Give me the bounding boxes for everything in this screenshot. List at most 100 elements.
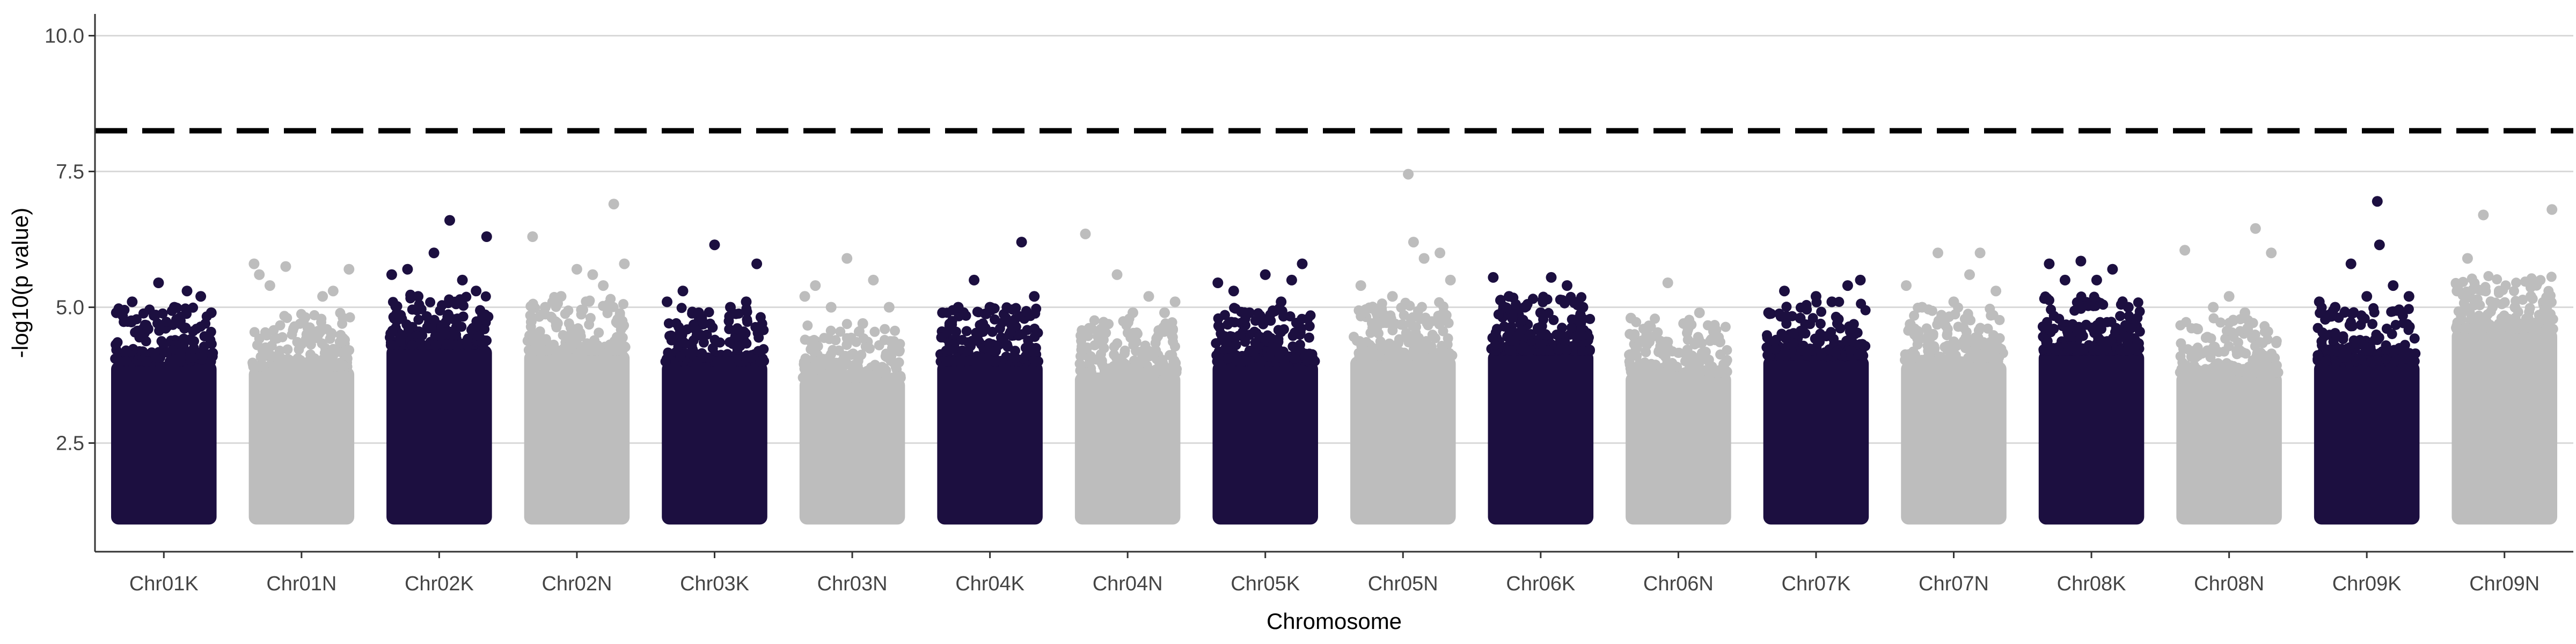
point [1963, 353, 1973, 363]
peak-point [2493, 286, 2505, 297]
peak-point [825, 302, 837, 313]
point [2482, 309, 2493, 320]
point [2371, 333, 2382, 343]
peak-point [2192, 324, 2203, 334]
peak-point [2541, 302, 2552, 313]
point [2202, 345, 2213, 356]
point [1680, 356, 1690, 367]
point [480, 291, 491, 302]
peak-point [1503, 291, 1514, 302]
point [1404, 301, 1415, 311]
point-mass-Chr09N [2451, 329, 2557, 525]
peak-point [2361, 291, 2373, 302]
point [984, 355, 995, 365]
point [848, 348, 859, 359]
point [1557, 323, 1568, 333]
y-axis-title: -log10(p value) [8, 208, 33, 358]
point [466, 325, 477, 335]
point [279, 311, 290, 321]
peak-point [1096, 324, 1107, 334]
point [2076, 291, 2087, 302]
point [2083, 301, 2094, 311]
point [2535, 275, 2546, 286]
point [2367, 319, 2378, 330]
peak-point [1080, 228, 1091, 239]
point [734, 308, 744, 319]
point [1495, 295, 1505, 305]
peak-point [1128, 307, 1138, 318]
point [1844, 334, 1855, 345]
point [1706, 366, 1717, 377]
point [1275, 348, 1285, 358]
point-mass-Chr04K [937, 361, 1043, 525]
point [1960, 343, 1971, 354]
point [869, 326, 880, 337]
point [1505, 335, 1516, 346]
point [1800, 328, 1811, 339]
point [1815, 318, 1826, 329]
point [1084, 323, 1094, 333]
point [885, 354, 896, 365]
point [1443, 333, 1453, 344]
point [300, 312, 311, 323]
point [1722, 355, 1732, 365]
point [2106, 335, 2117, 346]
point [707, 322, 718, 333]
point [1626, 367, 1637, 377]
point [1577, 346, 1588, 356]
point [178, 333, 189, 344]
point [298, 361, 309, 372]
point [526, 316, 537, 327]
peak-point [969, 274, 980, 286]
point [2400, 347, 2411, 357]
point [1119, 345, 1130, 356]
peak-point [386, 269, 397, 280]
point [2081, 319, 2091, 330]
point [830, 335, 841, 346]
point [1833, 314, 1844, 325]
point [2499, 297, 2510, 308]
series-Chr03N [797, 253, 906, 525]
point [2328, 345, 2339, 356]
point-mass-Chr03N [799, 378, 905, 525]
point [141, 356, 152, 367]
peak-point [1228, 286, 1239, 297]
point [540, 345, 551, 356]
peak-point [1916, 302, 1928, 313]
peak-point [540, 302, 551, 313]
point [1532, 323, 1543, 333]
point [272, 333, 283, 344]
point [837, 365, 847, 376]
point [1156, 365, 1167, 376]
point [1921, 355, 1932, 365]
point [1507, 313, 1518, 324]
point [1636, 367, 1647, 378]
point [1927, 305, 1937, 316]
peak-point [2478, 209, 2489, 221]
point [2250, 341, 2260, 352]
point [1304, 332, 1314, 343]
point [2381, 324, 2392, 334]
point [1425, 343, 1436, 354]
point [533, 330, 544, 341]
point [423, 323, 434, 334]
point [971, 327, 982, 338]
point [1511, 299, 1521, 310]
point [2220, 333, 2231, 344]
point [261, 330, 272, 341]
point [403, 324, 414, 334]
peak-point [1016, 237, 1027, 248]
point [1278, 324, 1289, 335]
point [1835, 323, 1846, 334]
point [573, 323, 583, 334]
point [1693, 333, 1704, 344]
point [947, 316, 957, 326]
peak-point [1974, 247, 1986, 259]
series-Chr06N [1624, 277, 1732, 525]
point [685, 348, 696, 358]
peak-point [937, 307, 948, 318]
point [1017, 329, 1028, 340]
point [2491, 324, 2502, 334]
point [732, 345, 743, 355]
peak-point [1662, 277, 1673, 288]
